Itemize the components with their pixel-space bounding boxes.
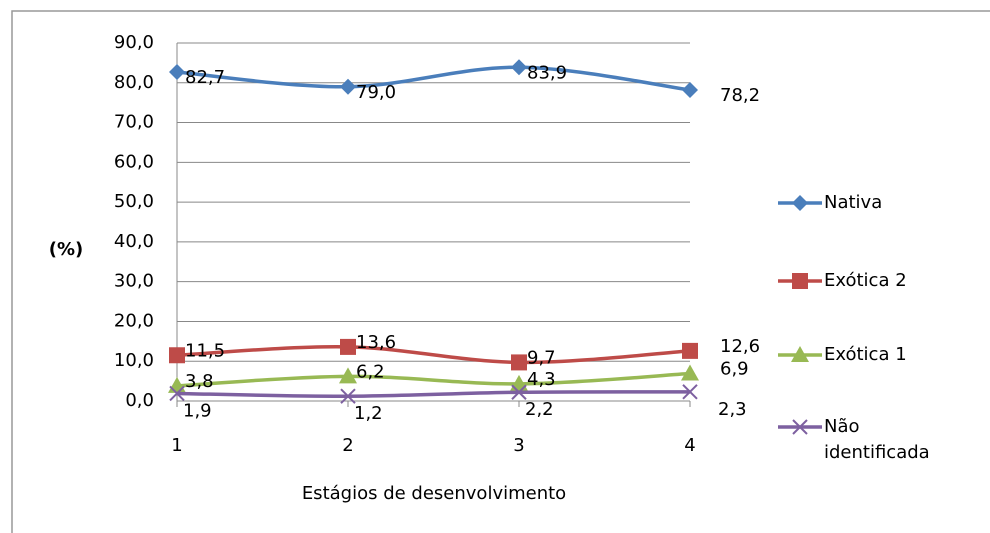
y-tick-label: 30,0	[114, 271, 154, 292]
marker	[169, 64, 185, 81]
legend-marker	[792, 419, 808, 435]
marker	[682, 384, 698, 400]
legend-marker	[791, 346, 809, 362]
marker	[169, 385, 185, 402]
marker	[511, 354, 527, 371]
legend-label: Nativa	[824, 192, 883, 213]
legend-label: Não identificada	[824, 416, 930, 463]
chart-frame	[11, 10, 990, 533]
x-tick-label: 2	[342, 435, 353, 456]
data-label: 2,2	[525, 399, 554, 420]
data-label: 6,2	[356, 361, 385, 382]
y-tick-label: 70,0	[114, 112, 154, 133]
x-tick-label: 4	[684, 435, 695, 456]
data-label: 2,3	[718, 399, 747, 420]
marker	[169, 347, 185, 364]
y-tick-label: 60,0	[114, 151, 154, 172]
marker	[340, 78, 356, 95]
series-line	[176, 390, 691, 398]
data-label: 6,9	[720, 359, 749, 380]
x-axis-label: Estágios de desenvolvimento	[302, 483, 566, 504]
y-tick-label: 20,0	[114, 310, 154, 331]
data-label: 3,8	[185, 371, 214, 392]
marker	[511, 384, 527, 400]
data-label: 78,2	[720, 85, 760, 106]
marker	[340, 338, 356, 355]
y-tick-label: 40,0	[114, 231, 154, 252]
series-line	[176, 371, 691, 388]
data-label: 82,7	[185, 67, 225, 88]
data-label: 4,3	[527, 369, 556, 390]
marker	[682, 342, 698, 359]
y-axis-label: (%)	[49, 239, 84, 260]
y-tick-label: 10,0	[114, 350, 154, 371]
data-label: 9,7	[527, 347, 556, 368]
x-tick-label: 1	[171, 435, 182, 456]
legend-label: Exótica 1	[824, 344, 907, 365]
data-label: 12,6	[720, 336, 760, 357]
marker	[511, 59, 527, 76]
y-tick-label: 0,0	[125, 390, 154, 411]
data-label: 79,0	[356, 82, 396, 103]
legend-marker	[792, 195, 808, 211]
data-label: 1,2	[354, 403, 383, 424]
data-label: 13,6	[356, 332, 396, 353]
data-label: 11,5	[185, 340, 225, 361]
marker	[340, 388, 356, 404]
series-line	[176, 345, 691, 365]
series-line	[176, 65, 691, 92]
legend-marker	[792, 273, 808, 289]
marker	[682, 81, 698, 98]
data-label: 83,9	[527, 62, 567, 83]
y-tick-label: 50,0	[114, 191, 154, 212]
x-tick-label: 3	[513, 435, 524, 456]
y-tick-label: 90,0	[114, 32, 154, 53]
data-label: 1,9	[183, 400, 212, 421]
marker	[339, 367, 357, 384]
legend-label: Exótica 2	[824, 270, 907, 291]
y-tick-label: 80,0	[114, 72, 154, 93]
marker	[681, 364, 699, 381]
